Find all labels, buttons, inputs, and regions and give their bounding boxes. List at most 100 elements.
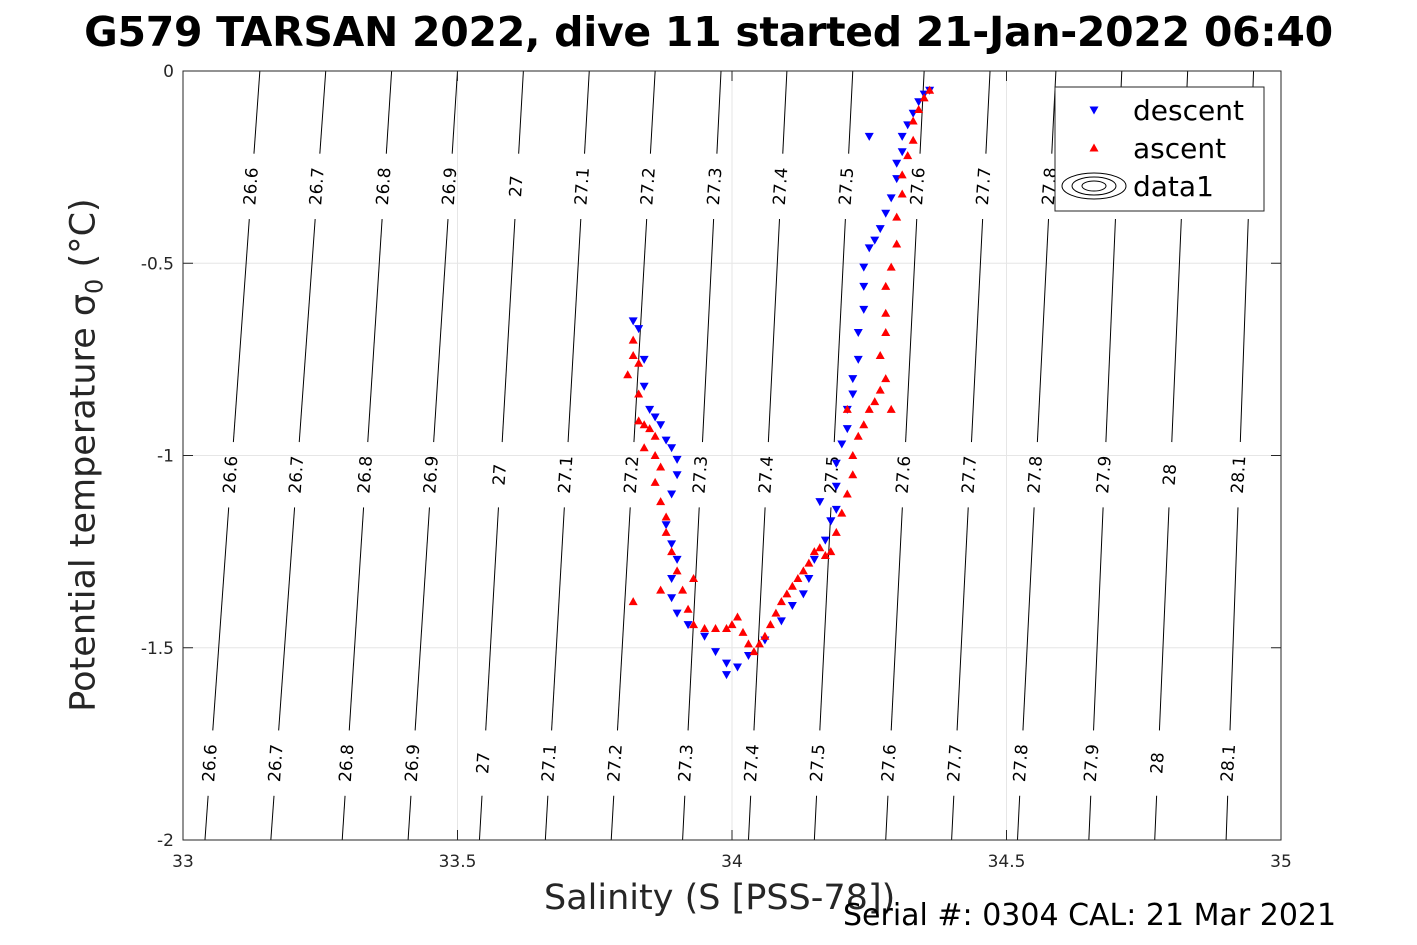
isopycnal-line bbox=[270, 795, 275, 840]
isopycnal-label: 27 bbox=[490, 463, 511, 486]
isopycnal-line bbox=[1088, 795, 1092, 840]
ascent-point bbox=[837, 508, 847, 517]
descent-point bbox=[848, 375, 858, 384]
isopycnal-line bbox=[1051, 71, 1057, 154]
ascent-point bbox=[798, 566, 808, 575]
ascent-point bbox=[639, 443, 649, 452]
y-tick-label: -1 bbox=[157, 447, 174, 467]
isopycnal-line bbox=[1225, 795, 1229, 840]
isopycnal-line bbox=[1154, 795, 1158, 840]
isopycnal-label: 27.5 bbox=[836, 167, 859, 206]
isopycnal-label: 26.9 bbox=[439, 167, 462, 206]
isopycnal-line bbox=[478, 795, 483, 840]
isopycnal-line bbox=[956, 507, 969, 731]
isopycnal-line bbox=[701, 219, 715, 443]
isopycnal-line bbox=[433, 219, 449, 443]
ascent-point bbox=[634, 416, 644, 425]
ascent-point bbox=[809, 547, 819, 556]
descent-point bbox=[853, 355, 863, 364]
ascent-point bbox=[881, 327, 891, 336]
ascent-point bbox=[886, 262, 896, 271]
isopycnal-line bbox=[616, 507, 631, 731]
descent-point bbox=[672, 455, 682, 464]
isopycnal-label: 27 bbox=[473, 752, 494, 775]
descent-point bbox=[864, 132, 874, 141]
descent-point bbox=[848, 390, 858, 399]
ascent-point bbox=[908, 116, 918, 125]
isopycnal-label: 27.1 bbox=[538, 744, 561, 783]
descent-point bbox=[826, 517, 836, 526]
isopycnal-line bbox=[414, 507, 430, 731]
ascent-point bbox=[875, 351, 885, 360]
legend-contour-marker bbox=[1081, 180, 1107, 192]
x-tick-label: 33 bbox=[172, 852, 194, 872]
ascent-point bbox=[672, 566, 682, 575]
ascent-point bbox=[881, 281, 891, 290]
isopycnal-line bbox=[610, 795, 615, 840]
ascent-point bbox=[831, 527, 841, 536]
isopycnal-line bbox=[518, 71, 524, 154]
isopycnal-label: 26.8 bbox=[373, 167, 396, 206]
isopycnal-line bbox=[367, 219, 383, 443]
ascent-point bbox=[760, 631, 770, 640]
ascent-point bbox=[683, 604, 693, 613]
isopycnal-line bbox=[753, 507, 766, 731]
descent-point bbox=[656, 421, 666, 430]
ascent-point bbox=[771, 608, 781, 617]
x-tick-label: 34.5 bbox=[988, 852, 1026, 872]
isopycnal-label: 27.6 bbox=[878, 744, 901, 783]
ascent-point bbox=[782, 589, 792, 598]
descent-point bbox=[892, 159, 902, 168]
ascent-point bbox=[815, 543, 825, 552]
descent-point bbox=[820, 536, 830, 545]
descent-point bbox=[645, 405, 655, 414]
descent-point bbox=[667, 575, 677, 584]
isopycnal-label: 27.7 bbox=[959, 455, 982, 494]
y-tick-label: -0.5 bbox=[141, 254, 174, 274]
isopycnal-line bbox=[551, 507, 565, 731]
isopycnal-line bbox=[716, 71, 722, 154]
legend-entry-descent: descent bbox=[1133, 94, 1244, 127]
isopycnal-label: 26.7 bbox=[306, 167, 329, 206]
ascent-point bbox=[661, 527, 671, 536]
ascent-point bbox=[881, 374, 891, 383]
isopycnal-label: 27.7 bbox=[973, 167, 996, 206]
isopycnal-label: 27.9 bbox=[1093, 455, 1116, 494]
legend-ascent-marker bbox=[1089, 143, 1099, 152]
serial-calibration-note: Serial #: 0304 CAL: 21 Mar 2021 bbox=[843, 898, 1337, 933]
ascent-point bbox=[793, 574, 803, 583]
descent-point bbox=[776, 617, 786, 626]
isopycnal-line bbox=[819, 507, 832, 731]
isopycnal-line bbox=[1229, 507, 1239, 731]
descent-point bbox=[639, 355, 649, 364]
isopycnal-line bbox=[970, 219, 984, 443]
descent-point bbox=[831, 459, 841, 468]
legend-entry-ascent: ascent bbox=[1133, 132, 1226, 165]
ascent-point bbox=[848, 451, 858, 459]
descent-point bbox=[881, 209, 891, 218]
isopycnal-line bbox=[1036, 219, 1050, 443]
isopycnal-line bbox=[341, 795, 346, 840]
ascent-point bbox=[848, 470, 858, 479]
descent-point bbox=[722, 671, 732, 680]
descent-point bbox=[667, 540, 677, 549]
isopycnal-label: 26.6 bbox=[240, 167, 263, 206]
ascent-point bbox=[754, 639, 764, 648]
descent-point bbox=[667, 444, 677, 453]
legend-contour-marker bbox=[1061, 172, 1127, 200]
isopycnal-label: 28.1 bbox=[1218, 744, 1241, 783]
isopycnal-label: 26.7 bbox=[286, 455, 309, 494]
isopycnal-label: 27.5 bbox=[807, 744, 830, 783]
isopycnal-line bbox=[1105, 219, 1116, 443]
descent-point bbox=[628, 317, 638, 326]
isopycnal-label: 27.8 bbox=[1024, 455, 1047, 494]
isopycnal-line bbox=[278, 507, 296, 731]
isopycnal-label: 26.9 bbox=[420, 455, 443, 494]
isopycnal-line bbox=[687, 507, 700, 731]
descent-point bbox=[672, 471, 682, 480]
y-tick-label: -1.5 bbox=[141, 639, 174, 659]
ascent-point bbox=[881, 308, 891, 317]
isopycnal-line bbox=[905, 219, 918, 443]
ascent-series bbox=[623, 85, 935, 656]
